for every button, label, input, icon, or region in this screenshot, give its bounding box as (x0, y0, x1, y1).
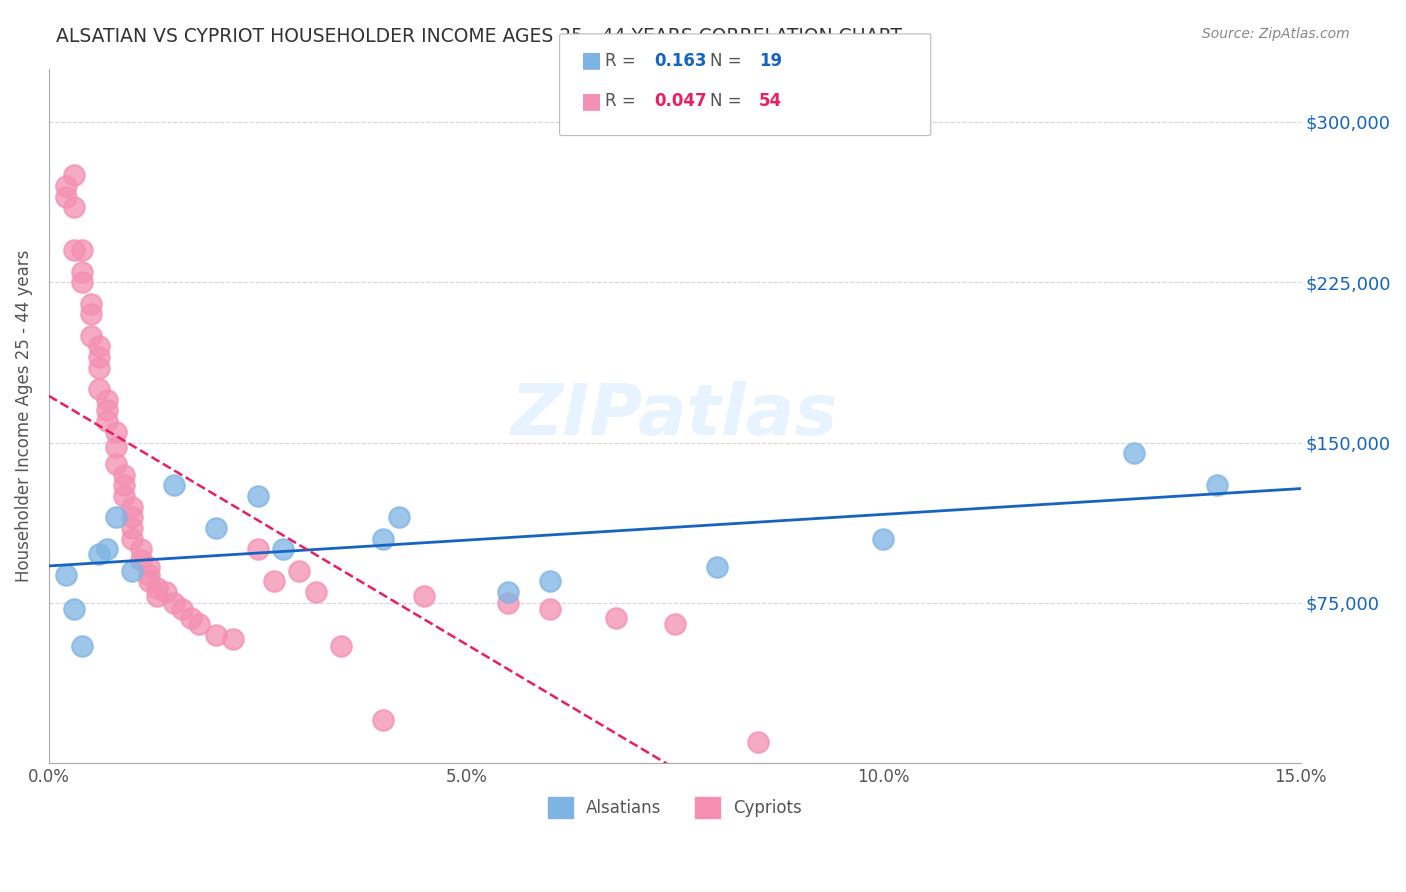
Point (63, 602, 86, 616)
Point (96, 542, 118, 557)
Point (96, 403, 118, 417)
Text: ALSATIAN VS CYPRIOT HOUSEHOLDER INCOME AGES 25 - 44 YEARS CORRELATION CHART: ALSATIAN VS CYPRIOT HOUSEHOLDER INCOME A… (56, 27, 903, 45)
Point (413, 590, 436, 604)
Point (305, 585, 328, 599)
Point (138, 574, 160, 589)
Point (146, 590, 169, 604)
Point (63, 201, 86, 215)
Point (1122, 446, 1144, 460)
Point (87, 360, 110, 375)
Point (288, 564, 311, 578)
Text: 0.163: 0.163 (654, 52, 706, 70)
Point (188, 617, 211, 632)
Point (263, 574, 285, 589)
Point (104, 440, 127, 454)
Point (121, 500, 143, 514)
Point (121, 510, 143, 524)
Point (72, 275, 94, 289)
Point (104, 425, 127, 439)
Legend: Alsatians, Cypriots: Alsatians, Cypriots (541, 790, 808, 824)
Point (163, 596, 186, 610)
Point (538, 602, 561, 616)
Point (55, 190, 77, 204)
Point (55, 568, 77, 582)
Point (121, 532, 143, 546)
Text: ■: ■ (581, 51, 602, 70)
Point (138, 559, 160, 574)
Point (388, 510, 411, 524)
Point (371, 532, 394, 546)
Point (747, 735, 769, 749)
Text: Source: ZipAtlas.com: Source: ZipAtlas.com (1202, 27, 1350, 41)
Point (246, 542, 269, 557)
Text: R =: R = (605, 92, 641, 110)
Point (129, 542, 152, 557)
Point (205, 628, 228, 642)
Point (72, 243, 94, 257)
Point (330, 639, 353, 653)
Point (96, 392, 118, 407)
Point (664, 617, 686, 632)
Point (63, 169, 86, 183)
Point (706, 559, 728, 574)
Point (121, 521, 143, 535)
Point (72, 264, 94, 278)
Point (538, 574, 561, 589)
Point (96, 414, 118, 428)
Point (104, 457, 127, 471)
Point (496, 596, 519, 610)
Point (221, 632, 243, 647)
Point (138, 568, 160, 582)
Point (87, 382, 110, 396)
Point (129, 553, 152, 567)
Point (371, 714, 394, 728)
Point (87, 547, 110, 561)
Point (80, 296, 103, 310)
Point (1206, 478, 1229, 492)
Point (72, 639, 94, 653)
Point (605, 611, 627, 625)
Point (205, 521, 228, 535)
Point (172, 602, 194, 616)
Point (87, 350, 110, 364)
Text: N =: N = (710, 92, 747, 110)
Point (80, 328, 103, 343)
Point (155, 585, 177, 599)
Point (246, 489, 269, 503)
Point (112, 478, 135, 492)
Point (87, 339, 110, 353)
Text: N =: N = (710, 52, 747, 70)
Text: ZIPatlas: ZIPatlas (512, 381, 838, 450)
Text: R =: R = (605, 52, 641, 70)
Text: 19: 19 (759, 52, 782, 70)
Text: 54: 54 (759, 92, 782, 110)
Point (163, 478, 186, 492)
Point (271, 542, 294, 557)
Point (80, 307, 103, 321)
Point (121, 564, 143, 578)
Text: ■: ■ (581, 91, 602, 111)
Point (180, 611, 202, 625)
Point (104, 510, 127, 524)
Y-axis label: Householder Income Ages 25 - 44 years: Householder Income Ages 25 - 44 years (15, 250, 32, 582)
Point (112, 489, 135, 503)
Text: 0.047: 0.047 (654, 92, 706, 110)
Point (55, 179, 77, 194)
Point (496, 585, 519, 599)
Point (63, 243, 86, 257)
Point (146, 581, 169, 595)
Point (112, 467, 135, 482)
Point (872, 532, 894, 546)
